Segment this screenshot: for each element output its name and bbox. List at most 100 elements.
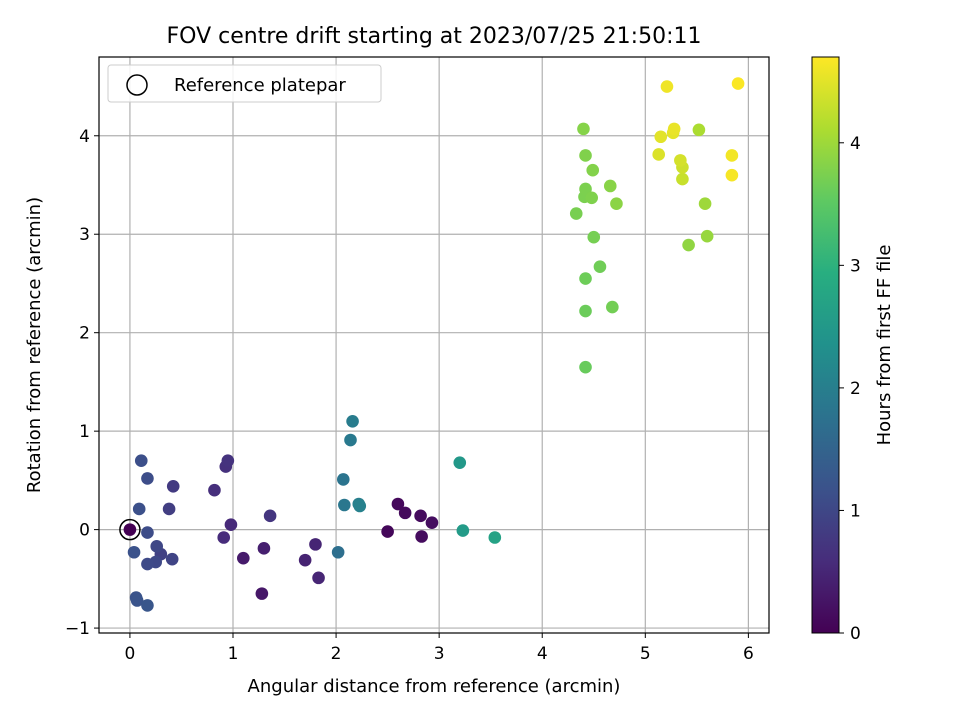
colorbar-ticks: 0 1 2 3 4 xyxy=(839,134,861,644)
x-tick-label: 3 xyxy=(434,644,445,664)
data-point xyxy=(654,130,668,144)
data-point xyxy=(425,516,439,530)
data-point xyxy=(725,149,739,162)
colorbar-tick-label: 1 xyxy=(850,501,861,521)
data-point xyxy=(391,497,405,511)
data-point xyxy=(237,551,250,565)
y-tick-label: 0 xyxy=(79,521,90,541)
data-point xyxy=(346,415,359,428)
data-point xyxy=(134,454,148,467)
data-point xyxy=(692,123,706,137)
data-point xyxy=(336,473,350,486)
data-point xyxy=(344,433,357,447)
data-point xyxy=(398,506,412,520)
data-point xyxy=(331,545,345,559)
x-tick-label: 5 xyxy=(640,644,651,664)
data-point xyxy=(127,545,141,559)
data-point xyxy=(731,77,745,90)
data-point xyxy=(610,197,623,211)
data-point xyxy=(456,524,470,537)
data-point xyxy=(579,360,592,374)
data-point xyxy=(166,479,180,493)
data-point xyxy=(150,540,164,553)
y-tick-label: 1 xyxy=(79,422,90,442)
data-point xyxy=(676,172,689,186)
data-point xyxy=(162,502,176,516)
chart-title: FOV centre drift starting at 2023/07/25 … xyxy=(167,24,702,49)
colorbar-tick-label: 4 xyxy=(850,134,861,154)
data-point xyxy=(725,168,739,182)
data-point xyxy=(123,523,137,536)
legend-entry-reference: Reference platepar xyxy=(174,75,346,96)
data-point xyxy=(257,542,271,555)
y-axis-ticks: −1 0 1 2 3 4 xyxy=(65,127,99,639)
reference-marker xyxy=(119,518,141,541)
data-point xyxy=(338,498,351,512)
data-point xyxy=(208,483,221,497)
data-point xyxy=(130,594,144,607)
x-tick-label: 0 xyxy=(125,644,136,664)
data-point xyxy=(579,272,592,285)
grid-lines xyxy=(99,57,769,633)
data-point xyxy=(141,526,154,539)
data-point xyxy=(255,587,269,600)
colorbar-tick-label: 2 xyxy=(850,379,861,399)
data-point xyxy=(141,472,154,485)
data-point xyxy=(415,530,428,543)
data-point xyxy=(141,557,154,571)
legend-box xyxy=(107,64,382,103)
data-point xyxy=(586,163,600,177)
x-axis-ticks: 0 1 2 3 4 5 6 xyxy=(125,633,754,664)
data-point xyxy=(579,304,592,318)
data-point xyxy=(263,509,277,523)
data-point xyxy=(569,207,583,220)
x-tick-label: 6 xyxy=(743,644,754,664)
y-tick-label: 3 xyxy=(79,225,90,245)
colorbar-label: Hours from first FF file xyxy=(874,245,895,446)
colorbar-gradient xyxy=(811,56,840,634)
data-point xyxy=(309,538,322,551)
data-point xyxy=(603,179,617,193)
x-tick-label: 4 xyxy=(537,644,548,664)
colorbar-tick-label: 0 xyxy=(850,624,861,644)
x-tick-label: 2 xyxy=(331,644,342,664)
colorbar-tick-label: 3 xyxy=(850,256,861,276)
data-point xyxy=(414,509,427,523)
data-point xyxy=(660,80,674,93)
data-point xyxy=(579,182,592,196)
x-axis-label: Angular distance from reference (arcmin) xyxy=(248,676,621,697)
data-point xyxy=(593,260,607,274)
data-point xyxy=(698,197,712,211)
data-point xyxy=(353,499,367,513)
data-point xyxy=(224,518,238,531)
data-point xyxy=(606,300,619,314)
y-tick-label: 2 xyxy=(79,324,90,344)
data-point xyxy=(312,571,325,585)
scatter-points xyxy=(119,77,745,612)
data-point xyxy=(221,454,235,467)
x-tick-label: 1 xyxy=(228,644,239,664)
data-point xyxy=(132,502,146,516)
data-point xyxy=(674,154,687,167)
data-point xyxy=(587,230,601,244)
y-tick-label: −1 xyxy=(65,619,90,639)
data-point xyxy=(298,553,312,567)
data-point xyxy=(453,456,467,469)
y-axis-label: Rotation from reference (arcmin) xyxy=(24,197,45,493)
legend-marker-icon xyxy=(126,74,148,96)
data-point xyxy=(682,238,695,252)
data-point xyxy=(488,531,502,544)
data-point xyxy=(652,148,666,161)
data-point xyxy=(700,229,714,243)
data-point xyxy=(579,149,592,162)
colorbar: 0 1 2 3 4 Hours from first FF file xyxy=(811,56,895,644)
data-point xyxy=(381,525,394,538)
data-point xyxy=(667,122,681,136)
plot-area-frame xyxy=(98,56,770,634)
data-point xyxy=(585,191,599,205)
legend: Reference platepar xyxy=(107,64,382,103)
data-point xyxy=(141,599,154,612)
data-point xyxy=(217,531,231,544)
data-point xyxy=(165,552,179,566)
